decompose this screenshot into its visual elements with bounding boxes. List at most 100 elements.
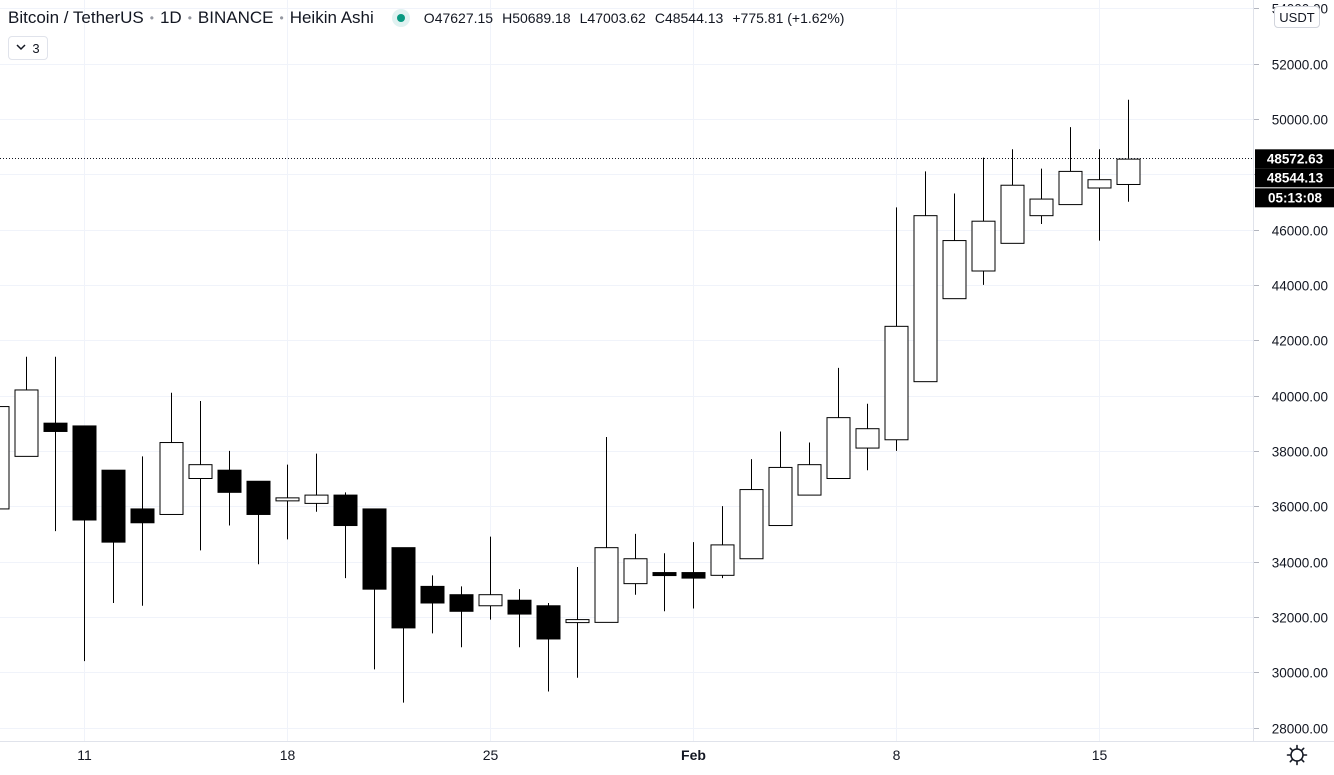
price-tick-label: 52000.00 (1272, 58, 1328, 73)
candle-body-up (1116, 158, 1141, 185)
candle (623, 533, 648, 595)
candle-body-up (739, 489, 764, 560)
candle (1058, 127, 1083, 206)
candles (0, 99, 1141, 703)
candle-body-down (536, 605, 561, 640)
candle-body-up (159, 442, 184, 515)
chart-settings-button[interactable] (1285, 743, 1309, 767)
candle-body-down (420, 585, 445, 604)
market-status-icon[interactable] (391, 9, 410, 27)
candle (43, 356, 68, 532)
candle (188, 401, 213, 551)
legend-separator: • (187, 11, 192, 25)
candle (826, 367, 851, 479)
candle-body-up (594, 547, 619, 623)
candle (159, 392, 184, 515)
candle (1000, 149, 1025, 244)
candle (507, 589, 532, 648)
candle (739, 459, 764, 560)
candle-body-up (797, 464, 822, 496)
candle (681, 542, 706, 609)
candle-body-down (391, 547, 416, 629)
time-tick-label: 18 (280, 747, 296, 763)
candle-body-up (1000, 184, 1025, 244)
candle (130, 456, 155, 606)
candle-body-up (710, 544, 735, 576)
bar-countdown-label: 05:13:08 (1268, 190, 1323, 205)
candle (275, 464, 300, 540)
currency-button[interactable]: USDT (1274, 6, 1320, 28)
crosshair-price-label: 48572.63 (1267, 151, 1324, 166)
bar-countdown-label-bg (1255, 188, 1334, 208)
high-key: H (502, 10, 513, 26)
candle (246, 480, 271, 565)
candle-body-down (130, 508, 155, 524)
candle-body-down (246, 480, 271, 515)
indicators-count: 3 (32, 40, 40, 56)
candle-body-up (0, 406, 10, 510)
interval-label[interactable]: 1D (159, 8, 182, 27)
candle-body-up (14, 389, 39, 457)
candle (420, 575, 445, 634)
price-tick-label: 42000.00 (1272, 334, 1328, 349)
candle (652, 553, 677, 612)
price-tick-label: 36000.00 (1272, 500, 1328, 515)
chevron-down-icon (16, 42, 26, 54)
candle (913, 171, 938, 383)
grid (0, 0, 1253, 741)
candle-body-up (304, 494, 329, 504)
time-tick-label: 25 (483, 747, 499, 763)
last-price-label: 48544.13 (1267, 170, 1324, 185)
legend-separator: • (149, 11, 154, 25)
candle (72, 425, 97, 662)
candle-body-up (1029, 198, 1054, 217)
price-markers: 48572.63 48544.13 05:13:08 (0, 149, 1334, 208)
close-value: 48544.13 (664, 10, 724, 26)
candle-body-down (681, 572, 706, 579)
candle (304, 453, 329, 512)
candle-body-up (275, 497, 300, 502)
candle-body-up (971, 220, 996, 272)
candle-body-up (768, 466, 793, 527)
candle-body-up (1058, 170, 1083, 206)
candle (333, 492, 358, 579)
candle (362, 508, 387, 670)
open-key: O (423, 10, 435, 26)
candle-body-up (1087, 179, 1112, 189)
candle-body-up (942, 240, 967, 300)
price-tick-label: 40000.00 (1272, 390, 1328, 405)
candle (101, 469, 126, 603)
price-axis[interactable]: 28000.00 30000.00 32000.00 34000.00 36000.00… (1254, 2, 1328, 737)
candle (0, 406, 10, 510)
candle-body-up (623, 558, 648, 585)
low-value: 47003.62 (587, 10, 646, 26)
candle-body-down (507, 599, 532, 615)
candle-body-up (565, 619, 590, 624)
candle (391, 547, 416, 703)
time-tick-label: 15 (1092, 747, 1108, 763)
candle (217, 450, 242, 526)
candle-body-down (43, 422, 68, 432)
candle-body-up (884, 325, 909, 441)
candle (1029, 168, 1054, 224)
candle (478, 536, 503, 620)
price-tick-label: 30000.00 (1272, 666, 1328, 681)
price-tick-label: 32000.00 (1272, 611, 1328, 626)
candle-body-up (478, 594, 503, 607)
symbol-name[interactable]: Bitcoin / TetherUS (8, 8, 144, 27)
price-tick-label: 34000.00 (1272, 556, 1328, 571)
candle (14, 356, 39, 457)
candle (884, 207, 909, 451)
candle (797, 442, 822, 496)
close-key: C (654, 10, 665, 26)
legend-separator: • (279, 11, 284, 25)
candle (855, 403, 880, 471)
indicators-toggle-button[interactable]: 3 (8, 36, 48, 60)
exchange-label: BINANCE (197, 8, 274, 27)
time-axis[interactable]: 11 18 25 Feb 8 15 (77, 747, 1107, 763)
time-tick-label: 8 (893, 747, 901, 763)
last-price-label-bg (1255, 168, 1334, 188)
candle (449, 586, 474, 648)
candle (565, 567, 590, 678)
